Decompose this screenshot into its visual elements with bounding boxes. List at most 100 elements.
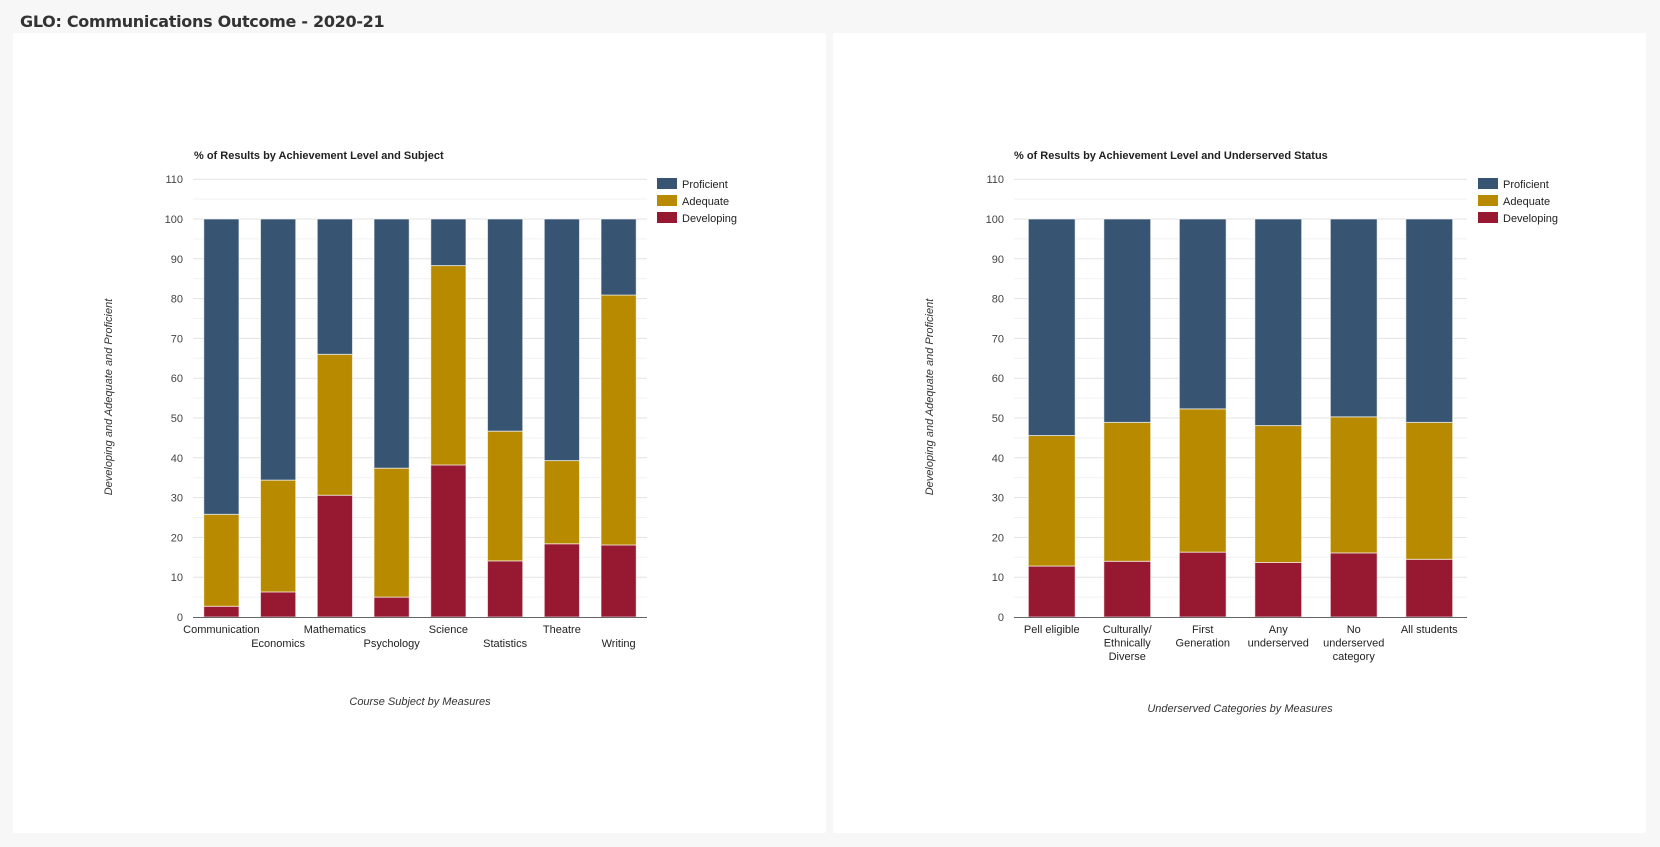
legend-item-developing[interactable]: Developing (657, 212, 737, 225)
legend-swatch-proficient (657, 178, 677, 189)
bar-segment-proficient[interactable]: Economics — Proficient: 65.6 (260, 218, 297, 481)
bar-segment-proficient[interactable]: First Generation — Proficient: 47.7 (1178, 218, 1227, 410)
legend-label: Adequate (1503, 196, 1550, 208)
legend-item-adequate[interactable]: Adequate (657, 195, 729, 208)
bar-segment-adequate[interactable]: Writing — Adequate: 62.8 (600, 294, 637, 546)
bar-segment-developing[interactable]: Psychology — Developing: 5 (373, 596, 410, 618)
bar-segment-proficient[interactable]: Theatre — Proficient: 60.7 (543, 218, 580, 462)
legend-label: Developing (1503, 213, 1558, 225)
legend: Proficient Adequate Developing (657, 178, 737, 225)
x-category-label: underserved (1323, 638, 1384, 650)
bar-segment-proficient[interactable]: Statistics — Proficient: 53.3 (487, 218, 524, 432)
legend: Proficient Adequate Developing (1478, 178, 1558, 225)
bar-segment-developing[interactable]: Theatre — Developing: 18.4 (543, 543, 580, 618)
y-tick-label: 10 (171, 572, 183, 584)
y-tick-label: 30 (992, 493, 1004, 505)
bar-segment-proficient[interactable]: Pell eligible — Proficient: 54.4 (1027, 218, 1076, 437)
chart-panel-underserved (833, 33, 1646, 833)
x-category-label: Writing (602, 638, 636, 650)
bar-segment-adequate[interactable]: Mathematics — Adequate: 35.4 (316, 353, 353, 496)
bar-segment-adequate[interactable]: All students — Adequate: 34.4 (1405, 421, 1454, 560)
x-category-label: Pell eligible (1024, 624, 1080, 636)
x-category-label: Theatre (543, 624, 581, 636)
bar-segment-adequate[interactable]: Communication — Adequate: 23.1 (203, 513, 240, 607)
x-category-label: Culturally/ (1103, 624, 1153, 636)
legend-item-adequate[interactable]: Adequate (1478, 195, 1550, 208)
legend-item-developing[interactable]: Developing (1478, 212, 1558, 225)
bar-segment-developing[interactable]: Science — Developing: 38.2 (430, 464, 467, 618)
legend-swatch-proficient (1478, 178, 1498, 189)
y-tick-label: 100 (986, 214, 1004, 226)
legend-item-proficient[interactable]: Proficient (1478, 178, 1549, 191)
legend-label: Adequate (682, 196, 729, 208)
bar-segment-proficient[interactable]: No underserved category — Proficient: 49… (1329, 218, 1378, 418)
bar-segment-adequate[interactable]: No underserved category — Adequate: 34.2 (1329, 416, 1378, 554)
legend-label: Proficient (1503, 179, 1549, 191)
bar-segment-developing[interactable]: Any underserved — Developing: 13.7 (1254, 561, 1303, 618)
bar-segment-proficient[interactable]: Any underserved — Proficient: 51.9 (1254, 218, 1303, 427)
y-tick-label: 60 (171, 373, 183, 385)
bar-segment-adequate[interactable]: Statistics — Adequate: 32.6 (487, 430, 524, 562)
y-tick-label: 20 (171, 532, 183, 544)
y-tick-label: 90 (171, 254, 183, 266)
bar-segment-proficient[interactable]: Communication — Proficient: 74.2 (203, 218, 240, 515)
x-category-label: Science (429, 624, 468, 636)
x-category-label: category (1333, 651, 1376, 663)
legend-item-proficient[interactable]: Proficient (657, 178, 728, 191)
x-category-label: First (1192, 624, 1213, 636)
x-category-label: Any (1269, 624, 1288, 636)
bar-segment-developing[interactable]: Communication — Developing: 2.7 (203, 605, 240, 618)
chart-subject: 0 10 20 30 40 50 60 70 80 90 100 110 Communication —… (103, 150, 737, 708)
bar-segment-proficient[interactable]: Science — Proficient: 11.7 (430, 218, 467, 267)
bar-segment-adequate[interactable]: First Generation — Adequate: 36 (1178, 408, 1227, 553)
legend-swatch-developing (1478, 212, 1498, 223)
bar-segment-developing[interactable]: Writing — Developing: 18.1 (600, 544, 637, 618)
bar-segment-developing[interactable]: Statistics — Developing: 14.1 (487, 560, 524, 618)
y-tick-label: 60 (992, 373, 1004, 385)
bar-segment-developing[interactable]: All students — Developing: 14.5 (1405, 558, 1454, 618)
y-tick-label: 40 (171, 453, 183, 465)
x-category-label: Generation (1176, 638, 1230, 650)
legend-label: Proficient (682, 179, 728, 191)
legend-swatch-adequate (657, 195, 677, 206)
bar-segment-adequate[interactable]: Any underserved — Adequate: 34.4 (1254, 425, 1303, 563)
bar-segment-proficient[interactable]: Writing — Proficient: 19.1 (600, 218, 637, 296)
chart-panel-subject (13, 33, 826, 833)
y-tick-label: 80 (171, 294, 183, 306)
y-tick-label: 110 (986, 174, 1004, 186)
y-tick-label: 70 (171, 333, 183, 345)
y-tick-label: 0 (177, 612, 183, 624)
bar-segment-developing[interactable]: No underserved category — Developing: 16… (1329, 552, 1378, 618)
y-tick-label: 40 (992, 453, 1004, 465)
bar-segment-adequate[interactable]: Theatre — Adequate: 20.9 (543, 460, 580, 545)
x-category-label: Statistics (483, 638, 528, 650)
bar-segment-proficient[interactable]: Psychology — Proficient: 62.6 (373, 218, 410, 469)
x-category-label: Communication (183, 624, 259, 636)
x-axis-title: Underserved Categories by Measures (1147, 703, 1333, 715)
bar-segment-proficient[interactable]: Culturally/ Ethnically Diverse — Profici… (1103, 218, 1152, 423)
x-axis-title: Course Subject by Measures (349, 696, 491, 708)
legend-swatch-developing (657, 212, 677, 223)
bar-segment-developing[interactable]: Pell eligible — Developing: 12.8 (1027, 565, 1076, 618)
y-tick-label: 0 (998, 612, 1004, 624)
bar-segment-adequate[interactable]: Culturally/ Ethnically Diverse — Adequat… (1103, 421, 1152, 562)
y-tick-label: 30 (171, 493, 183, 505)
bar-segment-adequate[interactable]: Economics — Adequate: 28.1 (260, 479, 297, 593)
y-axis-title: Developing and Adequate and Proficient (103, 298, 115, 495)
bar-segment-proficient[interactable]: Mathematics — Proficient: 34 (316, 218, 353, 355)
bar-segment-adequate[interactable]: Pell eligible — Adequate: 32.8 (1027, 435, 1076, 567)
bar-segment-proficient[interactable]: All students — Proficient: 51.1 (1405, 218, 1454, 423)
chart-underserved: 0 10 20 30 40 50 60 70 80 90 100 110 Pell eligible —… (924, 150, 1558, 715)
bar-segment-developing[interactable]: First Generation — Developing: 16.3 (1178, 551, 1227, 618)
legend-swatch-adequate (1478, 195, 1498, 206)
bar-segment-adequate[interactable]: Science — Adequate: 50.1 (430, 265, 467, 466)
bar-segment-developing[interactable]: Culturally/ Ethnically Diverse — Develop… (1103, 560, 1152, 618)
chart-title: % of Results by Achievement Level and Un… (1014, 150, 1328, 162)
bar-segment-developing[interactable]: Mathematics — Developing: 30.6 (316, 494, 353, 618)
y-tick-label: 10 (992, 572, 1004, 584)
y-tick-label: 70 (992, 333, 1004, 345)
bar-segment-adequate[interactable]: Psychology — Adequate: 32.4 (373, 467, 410, 598)
y-tick-label: 80 (992, 294, 1004, 306)
bar-segment-developing[interactable]: Economics — Developing: 6.3 (260, 591, 297, 618)
